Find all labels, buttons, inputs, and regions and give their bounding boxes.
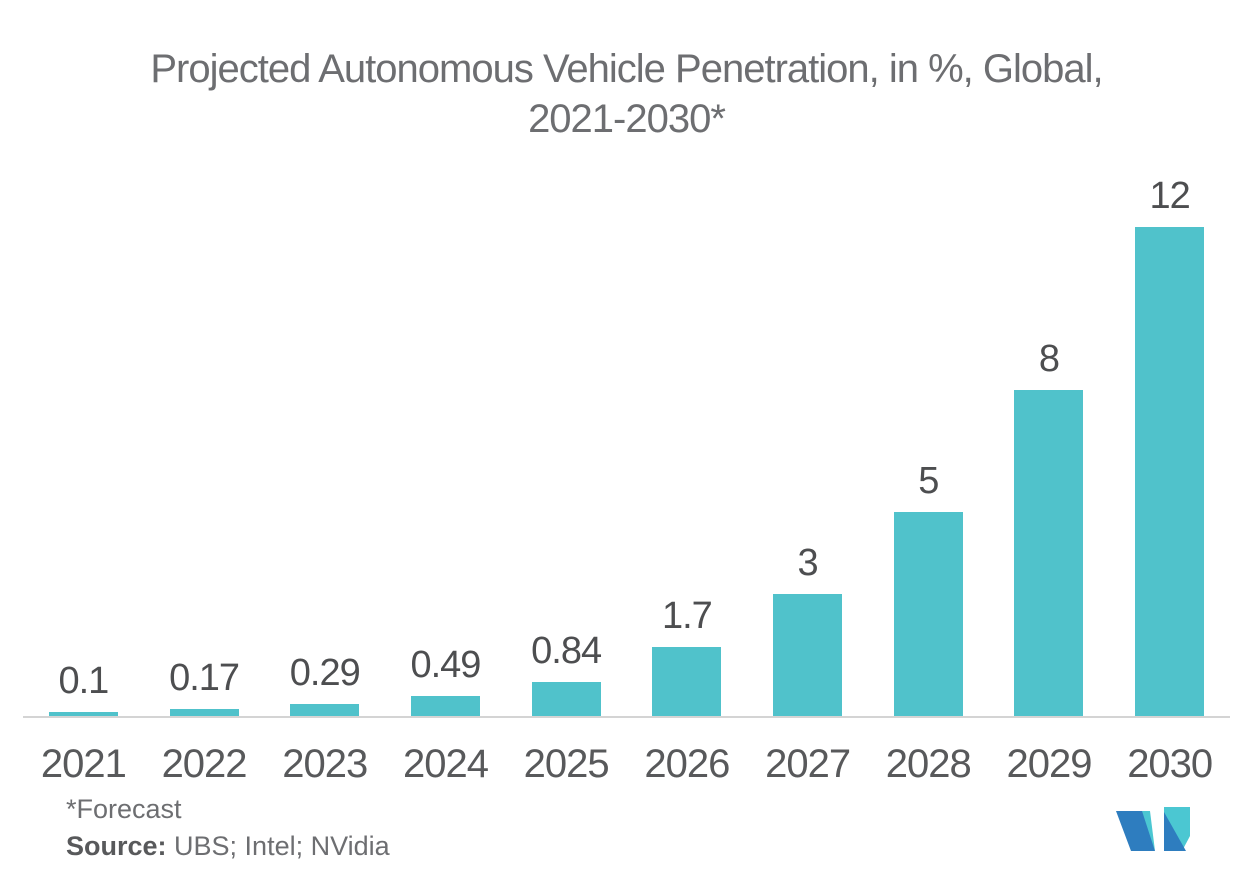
source-label: Source: bbox=[66, 831, 167, 861]
logo-left-blue-band bbox=[1116, 811, 1155, 851]
x-tick-label: 2021 bbox=[40, 742, 127, 786]
bar-column: 0.17 bbox=[144, 659, 265, 716]
bar-column: 5 bbox=[868, 462, 989, 716]
x-axis-ticks: 2021 2022 2023 2024 2025 2026 2027 2028 … bbox=[23, 744, 1230, 784]
x-tick-label: 2027 bbox=[765, 742, 851, 786]
mordor-intelligence-logo-icon bbox=[1116, 807, 1190, 851]
x-tick-label: 2029 bbox=[1006, 742, 1092, 786]
bar-column: 0.1 bbox=[23, 662, 144, 716]
footer-notes: *Forecast Source: UBS; Intel; NVidia bbox=[66, 791, 390, 865]
bar-value-label: 1.7 bbox=[661, 594, 713, 637]
x-tick-label: 2024 bbox=[402, 742, 489, 786]
bar-value-label: 3 bbox=[797, 541, 819, 584]
x-tick-label: 2028 bbox=[885, 742, 972, 786]
x-tick-label: 2022 bbox=[161, 742, 248, 786]
bar-value-label: 0.1 bbox=[58, 659, 109, 702]
bar-column: 0.49 bbox=[385, 646, 506, 716]
bar-value-label: 8 bbox=[1038, 338, 1060, 381]
source-text: UBS; Intel; NVidia bbox=[166, 831, 390, 861]
bar-value-label: 12 bbox=[1149, 175, 1191, 218]
bar bbox=[531, 681, 601, 716]
bar bbox=[169, 709, 239, 716]
bar bbox=[652, 646, 722, 716]
bar-column: 8 bbox=[989, 340, 1110, 716]
bar-value-label: 5 bbox=[918, 460, 939, 503]
x-tick-label: 2026 bbox=[644, 742, 730, 786]
bar bbox=[893, 512, 963, 716]
logo-right-blue-shape bbox=[1164, 812, 1186, 851]
bar bbox=[773, 593, 843, 716]
bar-value-label: 0.17 bbox=[169, 657, 240, 700]
bar-value-label: 0.49 bbox=[410, 644, 481, 686]
bar-column: 0.29 bbox=[264, 654, 385, 716]
chart-title: Projected Autonomous Vehicle Penetration… bbox=[0, 44, 1253, 144]
bar-value-label: 0.29 bbox=[289, 652, 361, 695]
bar bbox=[290, 704, 360, 716]
x-tick-label: 2030 bbox=[1127, 742, 1213, 786]
bar-column: 0.84 bbox=[506, 632, 627, 716]
bar-plot: 0.1 0.17 0.29 0.49 0.84 1.7 3 bbox=[23, 177, 1230, 718]
x-tick-label: 2023 bbox=[282, 742, 368, 786]
bar bbox=[1135, 227, 1205, 716]
forecast-note: *Forecast bbox=[66, 794, 182, 824]
bar bbox=[1014, 390, 1084, 716]
chart-title-line1: Projected Autonomous Vehicle Penetration… bbox=[150, 47, 1103, 91]
x-tick-label: 2025 bbox=[523, 742, 610, 786]
source-note: Source: UBS; Intel; NVidia bbox=[66, 828, 390, 865]
bar-value-label: 0.84 bbox=[531, 629, 602, 672]
bar-column: 12 bbox=[1109, 177, 1230, 716]
bar-column: 1.7 bbox=[627, 597, 748, 716]
bar-column: 3 bbox=[747, 544, 868, 716]
chart-title-line2: 2021-2030* bbox=[528, 97, 726, 141]
bar bbox=[410, 696, 480, 716]
bar bbox=[48, 711, 118, 716]
